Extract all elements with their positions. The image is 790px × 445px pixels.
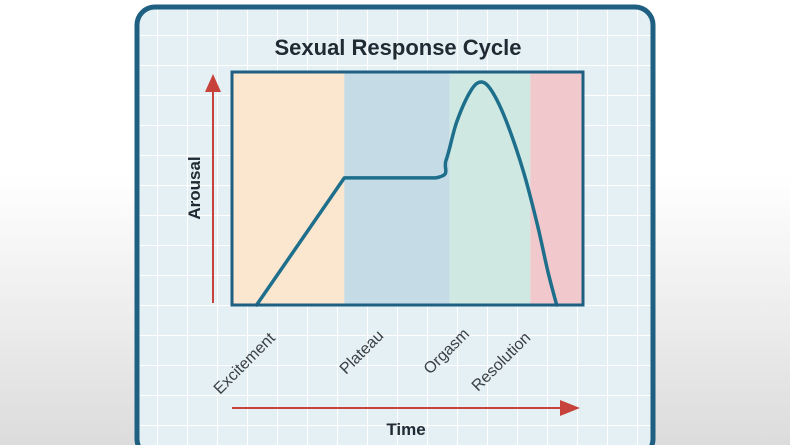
phase-band-plateau bbox=[344, 72, 450, 305]
y-axis-arrow bbox=[205, 74, 221, 303]
y-axis-label: Arousal bbox=[185, 156, 204, 219]
phase-band-orgasm bbox=[449, 72, 531, 305]
arousal-curve bbox=[254, 80, 559, 307]
card-frame bbox=[134, 4, 656, 445]
phase-bands bbox=[232, 72, 583, 305]
x-axis-arrow bbox=[232, 400, 580, 416]
plot-frame bbox=[230, 70, 585, 307]
x-axis-label: Time bbox=[386, 420, 425, 439]
phase-band-resolution bbox=[530, 72, 583, 305]
phase-band-excitement bbox=[232, 72, 345, 305]
diagram-title: Sexual Response Cycle bbox=[274, 35, 521, 60]
